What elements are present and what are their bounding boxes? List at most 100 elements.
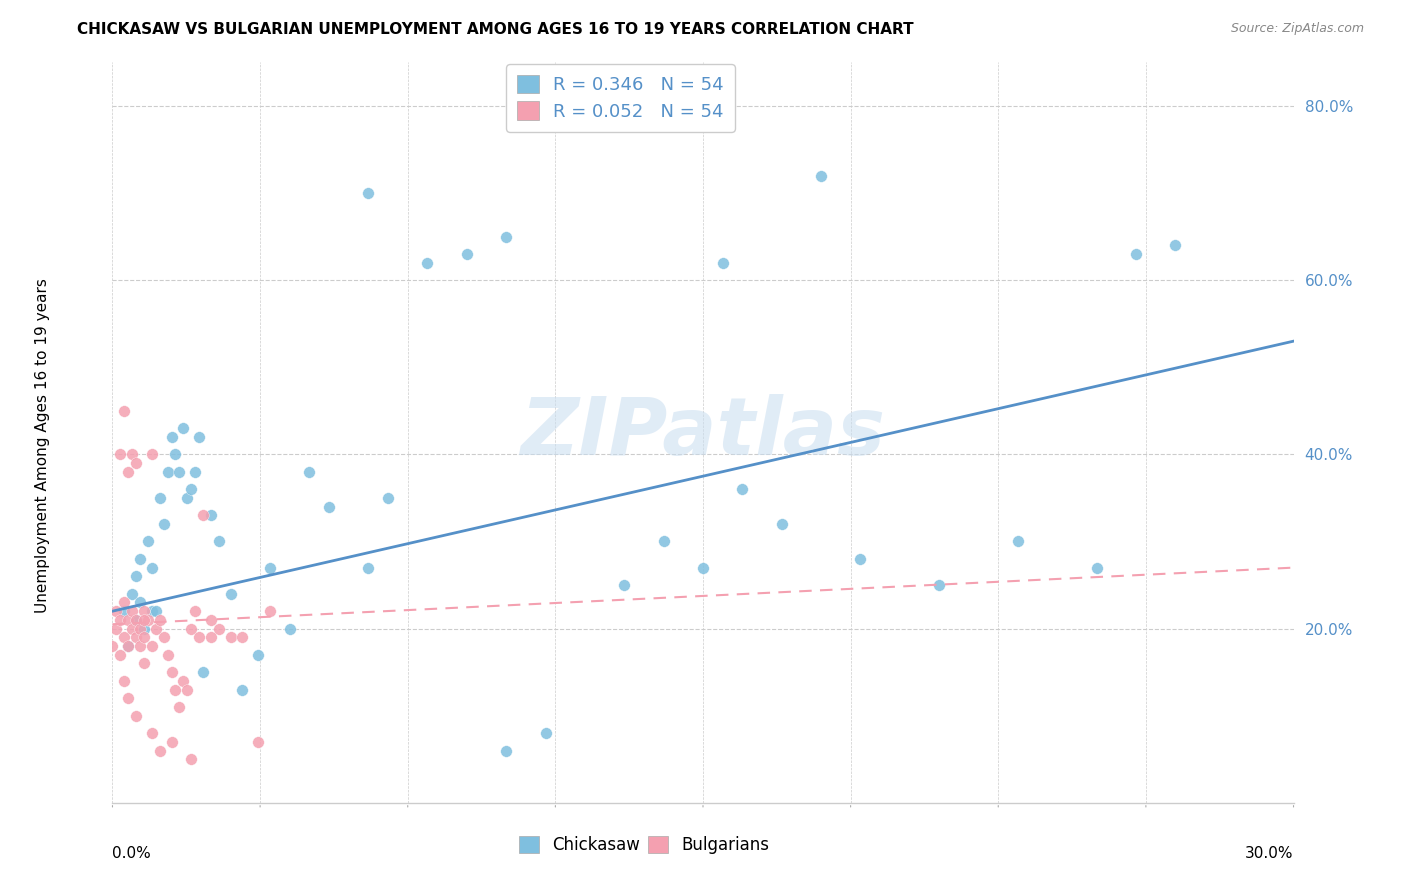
Point: [152, 517, 174, 532]
Point: [156, 465, 179, 479]
Point: [101, 639, 124, 653]
Point: [495, 229, 517, 244]
Point: [112, 673, 135, 688]
Point: [770, 517, 793, 532]
Point: [165, 447, 187, 461]
Point: [129, 639, 152, 653]
Legend: Chickasaw, Bulgarians: Chickasaw, Bulgarians: [512, 830, 776, 861]
Point: [928, 578, 950, 592]
Point: [191, 665, 214, 680]
Point: [132, 630, 155, 644]
Point: [1164, 238, 1187, 252]
Point: [259, 604, 281, 618]
Point: [169, 700, 191, 714]
Point: [613, 578, 636, 592]
Point: [110, 447, 132, 461]
Text: Source: ZipAtlas.com: Source: ZipAtlas.com: [1230, 22, 1364, 36]
Point: [141, 639, 163, 653]
Point: [188, 430, 211, 444]
Point: [176, 491, 198, 505]
Text: CHICKASAW VS BULGARIAN UNEMPLOYMENT AMONG AGES 16 TO 19 YEARS CORRELATION CHART: CHICKASAW VS BULGARIAN UNEMPLOYMENT AMON…: [77, 22, 914, 37]
Point: [172, 673, 194, 688]
Point: [105, 604, 128, 618]
Point: [208, 534, 231, 549]
Point: [231, 630, 253, 644]
Point: [149, 743, 172, 757]
Point: [416, 256, 439, 270]
Point: [110, 613, 132, 627]
Point: [219, 630, 242, 644]
Point: [112, 404, 135, 418]
Point: [692, 560, 714, 574]
Point: [125, 613, 148, 627]
Point: [169, 465, 191, 479]
Point: [117, 465, 139, 479]
Point: [141, 604, 163, 618]
Point: [259, 560, 281, 574]
Text: ZIPatlas: ZIPatlas: [520, 393, 886, 472]
Point: [132, 657, 155, 671]
Point: [132, 613, 155, 627]
Point: [180, 622, 202, 636]
Point: [129, 552, 152, 566]
Point: [160, 665, 183, 680]
Point: [172, 421, 194, 435]
Point: [298, 465, 321, 479]
Point: [278, 622, 301, 636]
Point: [149, 613, 172, 627]
Point: [156, 648, 179, 662]
Point: [377, 491, 399, 505]
Point: [711, 256, 734, 270]
Point: [141, 447, 163, 461]
Point: [652, 534, 675, 549]
Point: [165, 682, 187, 697]
Point: [136, 534, 159, 549]
Point: [200, 508, 222, 523]
Point: [117, 639, 139, 653]
Point: [117, 691, 139, 706]
Point: [125, 613, 148, 627]
Point: [112, 604, 135, 618]
Point: [849, 552, 872, 566]
Point: [152, 630, 174, 644]
Point: [121, 447, 143, 461]
Point: [247, 648, 270, 662]
Point: [105, 622, 128, 636]
Point: [200, 613, 222, 627]
Point: [121, 622, 143, 636]
Point: [125, 630, 148, 644]
Point: [495, 743, 517, 757]
Point: [456, 247, 478, 261]
Point: [141, 726, 163, 740]
Point: [191, 508, 214, 523]
Point: [136, 613, 159, 627]
Point: [145, 622, 167, 636]
Point: [810, 169, 832, 183]
Point: [129, 595, 152, 609]
Point: [731, 482, 754, 496]
Point: [318, 500, 340, 514]
Text: 30.0%: 30.0%: [1246, 847, 1294, 862]
Point: [219, 587, 242, 601]
Point: [117, 639, 139, 653]
Point: [160, 430, 183, 444]
Point: [188, 630, 211, 644]
Point: [184, 465, 207, 479]
Point: [121, 604, 143, 618]
Point: [247, 735, 270, 749]
Point: [1085, 560, 1108, 574]
Point: [145, 604, 167, 618]
Point: [200, 630, 222, 644]
Point: [125, 708, 148, 723]
Point: [110, 648, 132, 662]
Point: [180, 482, 202, 496]
Text: Unemployment Among Ages 16 to 19 years: Unemployment Among Ages 16 to 19 years: [35, 278, 49, 614]
Point: [112, 630, 135, 644]
Point: [125, 456, 148, 470]
Point: [160, 735, 183, 749]
Point: [176, 682, 198, 697]
Point: [132, 604, 155, 618]
Point: [1007, 534, 1029, 549]
Point: [231, 682, 253, 697]
Point: [132, 622, 155, 636]
